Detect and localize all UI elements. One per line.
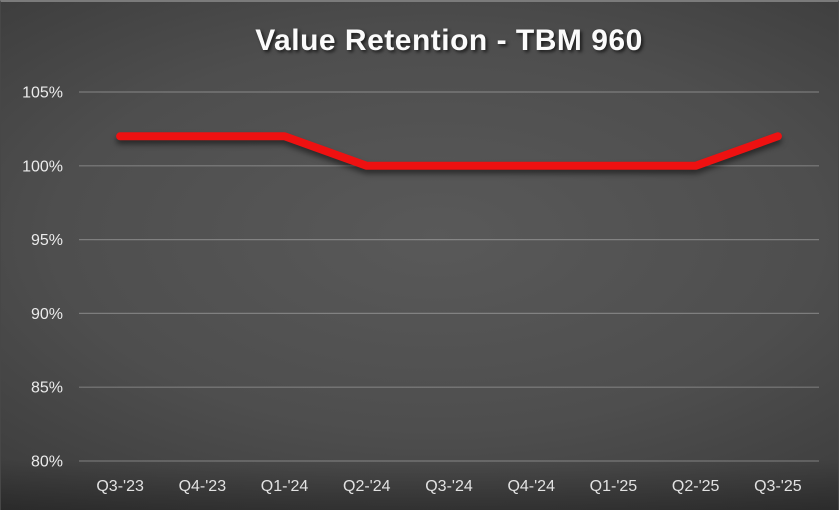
x-tick-label: Q3-'23 xyxy=(96,478,144,495)
chart-title: Value Retention - TBM 960 xyxy=(255,24,643,57)
x-tick-label: Q3-'25 xyxy=(754,478,802,495)
x-tick-label: Q2-'24 xyxy=(343,478,391,495)
x-tick-label: Q4-'24 xyxy=(507,478,555,495)
x-tick-label: Q1-'24 xyxy=(261,478,309,495)
x-tick-label: Q4-'23 xyxy=(179,478,227,495)
y-tick-label: 105% xyxy=(22,85,63,102)
y-tick-label: 100% xyxy=(22,158,63,175)
x-tick-label: Q3-'24 xyxy=(425,478,473,495)
x-tick-label: Q1-'25 xyxy=(590,478,638,495)
y-tick-label: 80% xyxy=(31,454,63,471)
x-tick-label: Q2-'25 xyxy=(672,478,720,495)
y-tick-label: 85% xyxy=(31,380,63,397)
series-line xyxy=(116,132,782,170)
y-tick-label: 95% xyxy=(31,232,63,249)
y-tick-label: 90% xyxy=(31,306,63,323)
